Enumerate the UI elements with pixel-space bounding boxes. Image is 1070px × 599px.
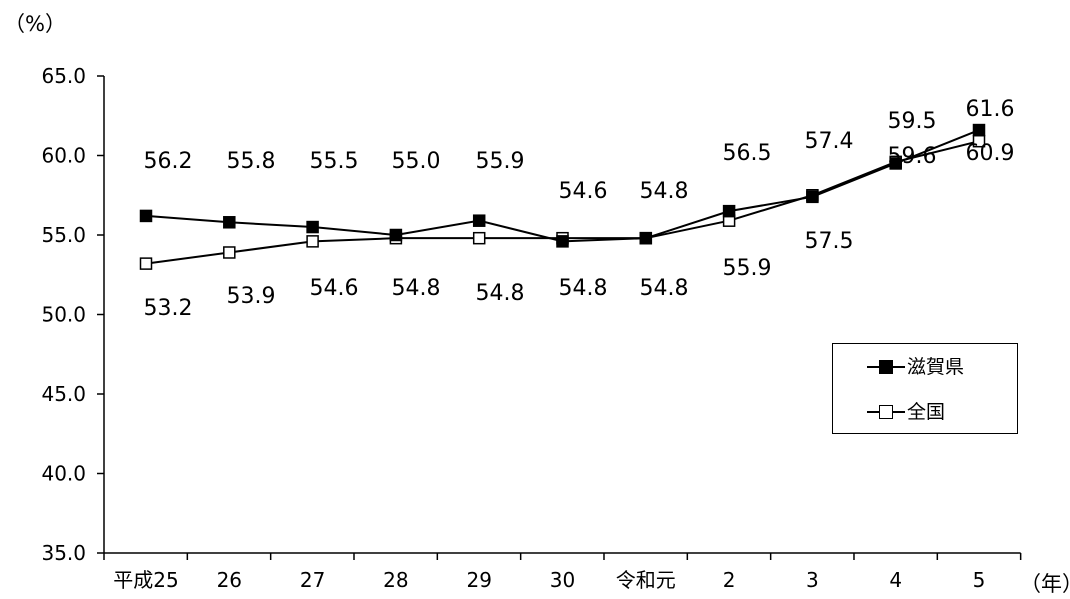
legend-item-national: 全国 xyxy=(867,400,945,424)
data-label-national: 54.6 xyxy=(310,276,359,301)
data-label-shiga: 56.2 xyxy=(144,149,193,174)
x-tick-label: 5 xyxy=(973,568,986,592)
data-label-national: 54.8 xyxy=(476,281,525,306)
data-point-shiga xyxy=(306,220,319,234)
y-tick-label: 35.0 xyxy=(41,541,86,565)
x-tick-label: 4 xyxy=(889,568,902,592)
data-point-shiga xyxy=(472,214,486,227)
y-tick-label: 60.0 xyxy=(41,144,86,168)
data-label-shiga: 57.4 xyxy=(805,129,854,154)
legend-item-shiga: 滋賀県 xyxy=(867,355,964,379)
y-tick-label: 55.0 xyxy=(41,223,86,247)
x-tick-label: 2 xyxy=(723,568,736,592)
chart-legend: 滋賀県 全国 xyxy=(832,343,1018,434)
x-tick-label: 平成25 xyxy=(113,568,178,592)
data-point-shiga xyxy=(223,216,236,229)
data-label-shiga: 55.9 xyxy=(476,149,525,174)
x-tick-label: 26 xyxy=(217,568,242,592)
data-label-shiga: 54.6 xyxy=(559,179,608,204)
data-point-shiga xyxy=(389,228,403,242)
data-point-national xyxy=(223,246,236,259)
legend-label-national: 全国 xyxy=(907,401,946,423)
data-point-shiga xyxy=(889,157,902,170)
data-label-national: 53.9 xyxy=(227,284,276,309)
data-point-shiga xyxy=(139,209,153,223)
x-tick-label: 28 xyxy=(383,568,408,592)
x-axis-unit: （年） xyxy=(1020,572,1070,596)
data-point-shiga xyxy=(972,123,986,137)
data-label-shiga: 55.5 xyxy=(310,149,359,174)
data-label-shiga: 56.5 xyxy=(723,141,772,166)
data-label-national: 59.6 xyxy=(888,144,937,169)
data-point-national xyxy=(139,257,153,270)
y-tick-label: 50.0 xyxy=(41,303,86,327)
data-label-national: 53.2 xyxy=(144,296,193,321)
x-tick-label: 27 xyxy=(300,568,325,592)
data-point-national xyxy=(472,231,486,245)
data-label-shiga: 55.0 xyxy=(392,149,441,174)
data-label-national: 55.9 xyxy=(723,256,772,281)
x-tick-label: 29 xyxy=(466,568,491,592)
y-tick-label: 65.0 xyxy=(41,64,86,88)
data-label-shiga: 59.5 xyxy=(888,109,937,134)
y-tick-label: 45.0 xyxy=(41,382,86,406)
data-label-shiga: 55.8 xyxy=(227,149,276,174)
data-point-national xyxy=(306,235,319,248)
data-label-shiga: 54.8 xyxy=(640,179,689,204)
filled-square-marker-icon xyxy=(867,355,905,379)
data-label-national: 54.8 xyxy=(640,276,689,301)
x-tick-label: 30 xyxy=(550,568,575,592)
x-tick-label: 3 xyxy=(806,568,819,592)
data-label-national: 54.8 xyxy=(392,276,441,301)
data-point-shiga xyxy=(806,190,819,204)
data-label-national: 54.8 xyxy=(559,276,608,301)
legend-label-shiga: 滋賀県 xyxy=(907,356,965,378)
data-label-shiga: 61.6 xyxy=(966,97,1015,122)
hollow-square-marker-icon xyxy=(867,400,905,424)
data-point-shiga xyxy=(556,235,569,248)
data-label-national: 57.5 xyxy=(805,229,854,254)
y-tick-label: 40.0 xyxy=(41,462,86,486)
data-label-national: 60.9 xyxy=(966,141,1015,166)
data-point-shiga xyxy=(722,204,736,218)
data-point-shiga xyxy=(639,231,653,245)
y-axis-unit: （%） xyxy=(4,12,66,36)
x-tick-label: 令和元 xyxy=(616,568,676,592)
